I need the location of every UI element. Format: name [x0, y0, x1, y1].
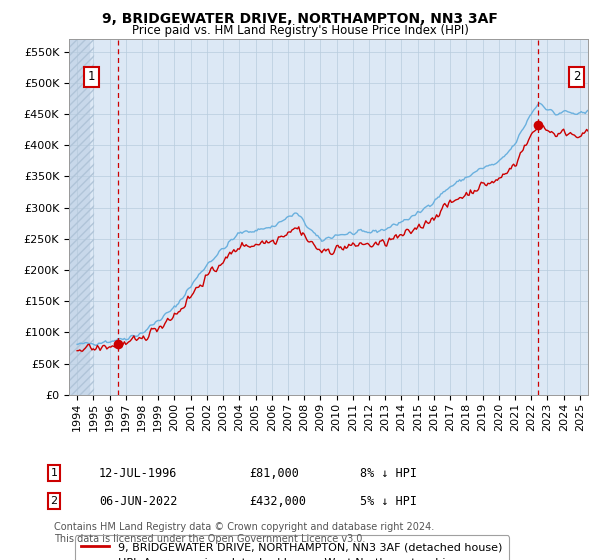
Text: 06-JUN-2022: 06-JUN-2022 [99, 494, 178, 508]
Text: 8% ↓ HPI: 8% ↓ HPI [360, 466, 417, 480]
Text: 5% ↓ HPI: 5% ↓ HPI [360, 494, 417, 508]
Text: 1: 1 [50, 468, 58, 478]
Text: 2: 2 [50, 496, 58, 506]
Text: 9, BRIDGEWATER DRIVE, NORTHAMPTON, NN3 3AF: 9, BRIDGEWATER DRIVE, NORTHAMPTON, NN3 3… [102, 12, 498, 26]
Bar [69, 39, 89, 395]
Text: £432,000: £432,000 [249, 494, 306, 508]
Text: Contains HM Land Registry data © Crown copyright and database right 2024.
This d: Contains HM Land Registry data © Crown c… [54, 522, 434, 544]
Text: Price paid vs. HM Land Registry's House Price Index (HPI): Price paid vs. HM Land Registry's House … [131, 24, 469, 36]
Legend: 9, BRIDGEWATER DRIVE, NORTHAMPTON, NN3 3AF (detached house), HPI: Average price,: 9, BRIDGEWATER DRIVE, NORTHAMPTON, NN3 3… [74, 535, 509, 560]
Text: 2: 2 [573, 70, 580, 83]
Text: £81,000: £81,000 [249, 466, 299, 480]
Text: 1: 1 [88, 70, 95, 83]
Text: 12-JUL-1996: 12-JUL-1996 [99, 466, 178, 480]
